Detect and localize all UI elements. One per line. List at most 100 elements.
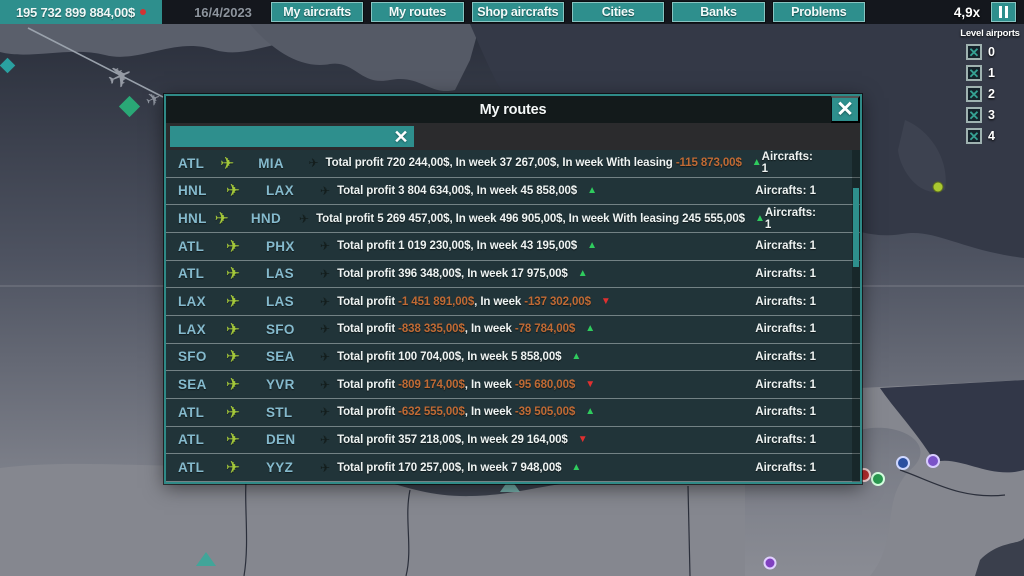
route-row[interactable]: SEA ✈ YVR ✈ Total profit -809 174,00$, I… [166,371,860,399]
route-destination-code: YVR [266,377,295,393]
route-profit-text: Total profit -1 451 891,00$, In week -13… [337,295,591,308]
route-row[interactable]: ATL ✈ LAS ✈ Total profit 396 348,00$, In… [166,260,860,289]
route-row[interactable]: LAX ✈ LAS ✈ Total profit -1 451 891,00$,… [166,288,860,316]
route-aircrafts-count: Aircrafts: 1 [755,350,816,363]
my-routes-button[interactable]: My routes [370,1,465,23]
route-origin-code: ATL [178,266,205,282]
route-row[interactable]: ATL ✈ MIA ✈ Total profit 720 244,00$, In… [166,150,860,178]
green-diamond-marker[interactable] [118,95,141,118]
profit-plane-icon: ✈ [320,460,331,475]
route-search-input[interactable] [170,126,388,147]
route-profit-text: Total profit 170 257,00$, In week 7 948,… [337,461,562,474]
route-profit-text: Total profit -632 555,00$, In week -39 5… [337,406,576,419]
teal-triangle-marker-2[interactable] [196,552,216,566]
route-aircrafts-count: Aircrafts: 1 [764,206,816,231]
route-profit-text: Total profit 1 019 230,00$, In week 43 1… [337,240,578,253]
trend-arrow-icon: ▼ [600,295,611,307]
route-profit-text: Total profit 357 218,00$, In week 29 164… [337,433,568,446]
trend-arrow-icon: ▲ [571,461,582,473]
level-airports-title: Level airports [960,28,1020,39]
level-3-label: 3 [988,108,995,122]
pause-button[interactable] [990,1,1017,23]
profit-plane-icon: ✈ [320,183,331,198]
money-alert-dot-icon [140,9,147,15]
scrollbar-track[interactable] [852,150,860,482]
level-0-checkbox[interactable]: ✕ [966,44,982,60]
route-aircrafts-count: Aircrafts: 1 [755,295,816,308]
level-2-label: 2 [988,87,995,101]
scrollbar-thumb[interactable] [853,188,859,267]
profit-plane-icon: ✈ [299,211,310,226]
route-origin-code: ATL [178,404,205,420]
banks-button[interactable]: Banks [671,1,766,23]
gulf-sea [880,380,1024,473]
level-1-label: 1 [988,66,995,80]
level-filter-row-3: ✕ 3 [966,107,1020,123]
route-origin-code: ATL [178,155,205,171]
route-list: ATL ✈ MIA ✈ Total profit 720 244,00$, In… [166,150,860,482]
route-row[interactable]: ATL ✈ PHX ✈ Total profit 1 019 230,00$, … [166,232,860,261]
teal-triangle-marker[interactable] [500,478,520,492]
route-origin-code: SEA [178,377,207,393]
sea-bottom-right [975,538,1024,576]
profit-plane-icon: ✈ [320,294,331,309]
close-icon[interactable]: ✕ [831,96,860,123]
problems-button[interactable]: Problems [771,1,866,23]
level-1-checkbox[interactable]: ✕ [966,65,982,81]
trend-arrow-icon: ▲ [587,240,598,252]
land-north-center [250,24,480,92]
route-aircrafts-count: Aircrafts: 1 [755,406,816,419]
level-4-checkbox[interactable]: ✕ [966,128,982,144]
my-routes-dialog: My routes ✕ ✕ ATL ✈ MIA ✈ Total profit 7… [164,94,862,484]
yellow-dot-marker[interactable] [932,181,944,193]
route-row[interactable]: SFO ✈ SEA ✈ Total profit 100 704,00$, In… [166,343,860,372]
my-aircrafts-button[interactable]: My aircrafts [270,1,365,23]
trend-arrow-icon: ▲ [585,323,596,335]
flight-route-line [27,27,164,98]
route-aircrafts-count: Aircrafts: 1 [761,151,813,176]
route-origin-code: LAX [178,321,206,337]
route-destination-code: SEA [266,349,295,365]
profit-plane-icon: ✈ [320,377,331,392]
money-display[interactable]: 195 732 899 884,00$ [0,0,162,24]
route-aircrafts-count: Aircrafts: 1 [755,240,816,253]
green-dot-marker[interactable] [871,472,885,486]
clear-search-icon[interactable]: ✕ [388,126,414,147]
level-3-checkbox[interactable]: ✕ [966,107,982,123]
route-destination-code: MIA [258,155,284,171]
route-aircrafts-count: Aircrafts: 1 [755,267,816,280]
route-row[interactable]: ATL ✈ STL ✈ Total profit -632 555,00$, I… [166,398,860,427]
route-destination-code: HND [250,211,282,227]
route-row[interactable]: HNL ✈ LAX ✈ Total profit 3 804 634,00$, … [166,177,860,206]
route-profit-text: Total profit -809 174,00$, In week -95 6… [337,378,576,391]
trend-arrow-icon: ▲ [577,267,588,279]
game-speed[interactable]: 4,9x [950,1,984,23]
level-2-checkbox[interactable]: ✕ [966,86,982,102]
route-plane-icon: ✈ [225,292,241,312]
pause-icon [1005,6,1008,18]
purple-dot-marker-2[interactable] [763,556,777,570]
route-row[interactable]: HNL ✈ HND ✈ Total profit 5 269 457,00$, … [166,205,860,233]
trend-arrow-icon: ▲ [754,212,765,224]
route-destination-code: YYZ [266,460,294,476]
route-row[interactable]: ATL ✈ DEN ✈ Total profit 357 218,00$, In… [166,426,860,455]
route-row[interactable]: ATL ✈ YYZ ✈ Total profit 170 257,00$, In… [166,454,860,482]
route-row[interactable]: LAX ✈ SFO ✈ Total profit -838 335,00$, I… [166,315,860,344]
trend-arrow-icon: ▲ [751,157,762,169]
route-destination-code: PHX [266,238,295,254]
purple-dot-marker[interactable] [926,454,940,468]
route-profit-text: Total profit 5 269 457,00$, In week 496 … [316,212,745,225]
trend-arrow-icon: ▼ [585,378,596,390]
route-origin-code: HNL [178,211,207,227]
route-profit-text: Total profit -838 335,00$, In week -78 7… [337,323,576,336]
shop-aircrafts-button[interactable]: Shop aircrafts [470,1,565,23]
land-south [0,463,745,576]
top-bar: 195 732 899 884,00$ 16/4/2023 My aircraf… [0,0,1024,24]
route-profit-text: Total profit 100 704,00$, In week 5 858,… [337,350,562,363]
date-value: 16/4/2023 [194,4,252,20]
route-profit-text: Total profit 720 244,00$, In week 37 267… [325,157,742,170]
route-destination-code: LAX [266,183,294,199]
cities-button[interactable]: Cities [570,1,666,23]
blue-dot-marker[interactable] [896,456,910,470]
